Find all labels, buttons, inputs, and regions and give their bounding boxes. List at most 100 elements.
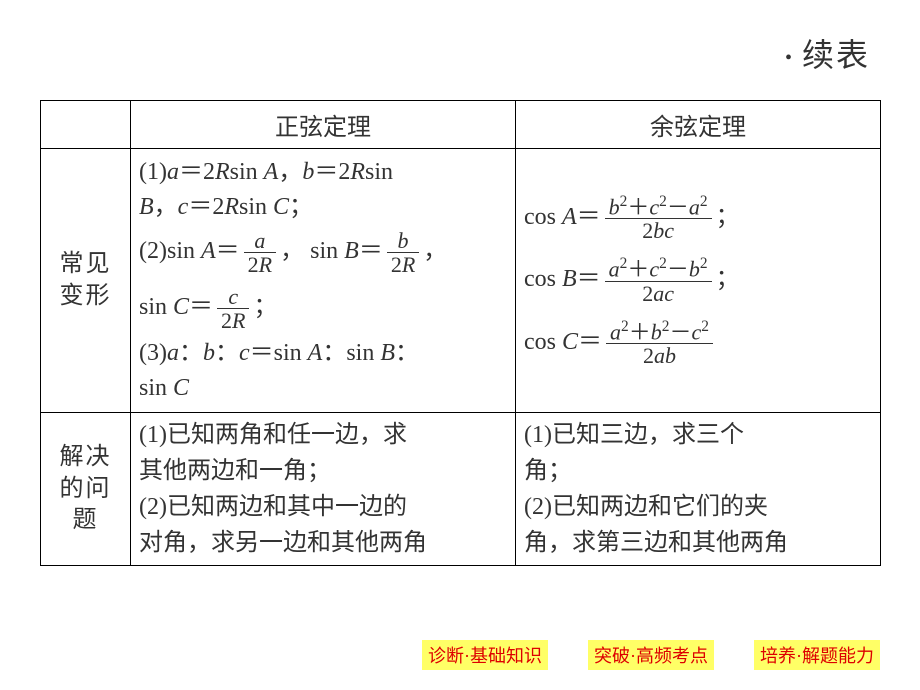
t: 2 <box>700 193 708 210</box>
t: sin <box>365 159 393 185</box>
t: R <box>215 159 230 185</box>
t: (1)已知两角和任一边，求 <box>139 422 407 448</box>
t: ＋ <box>629 319 651 344</box>
t: ， <box>423 238 447 264</box>
t: ； <box>289 194 313 220</box>
t: 2 <box>643 343 654 368</box>
t: R <box>350 159 365 185</box>
t: ； <box>716 266 740 292</box>
label-text: 的问 <box>60 476 112 502</box>
t: 2 <box>659 255 667 272</box>
t: a <box>167 159 179 185</box>
sine-line-1: (1)a＝2Rsin A，b＝2Rsin <box>139 157 507 188</box>
t: － <box>667 257 689 282</box>
sine-line-4b: sin C <box>139 373 507 404</box>
label-text: 常见 <box>60 251 112 277</box>
t: ＋ <box>627 257 649 282</box>
t: ＝ <box>578 329 602 355</box>
t: b <box>609 194 620 219</box>
t: 2 <box>621 318 629 335</box>
t: ＝ <box>189 294 213 320</box>
t: 其他两边和一角； <box>139 458 331 484</box>
t: － <box>667 194 689 219</box>
t: B <box>139 194 154 220</box>
problems-row: 解决 的问 题 (1)已知两角和任一边，求 其他两边和一角； (2)已知两边和其… <box>41 413 881 566</box>
header-row: 正弦定理 余弦定理 <box>41 101 881 149</box>
sine-line-1b: B，c＝2Rsin C； <box>139 192 507 223</box>
t: ＋ <box>627 194 649 219</box>
t: a <box>689 194 700 219</box>
t: ＝ <box>359 238 383 264</box>
bullet-icon: • <box>785 47 794 69</box>
t: ＝sin <box>250 340 308 366</box>
t: － <box>669 319 691 344</box>
sine-line-2: (2)sin A＝a2R， sin B＝b2R， <box>139 227 507 278</box>
t: ＝ <box>577 204 601 230</box>
footer-link-basics[interactable]: 诊断·基础知识 <box>422 640 548 670</box>
cosine-variations-cell: cos A＝b2＋c2－a222bcbc； cos B＝a2＋c2－b22ac；… <box>516 149 881 413</box>
t: b <box>203 340 215 366</box>
t: a <box>254 228 265 253</box>
cosine-problems-cell: (1)已知三边，求三个 角； (2)已知两边和它们的夹 角，求第三边和其他两角 <box>516 413 881 566</box>
t: ； <box>253 294 277 320</box>
t: c <box>228 284 238 309</box>
t: 2 <box>701 318 709 335</box>
t: 2 <box>391 252 402 277</box>
t: sin <box>139 294 173 320</box>
t: 2 <box>248 252 259 277</box>
t: C <box>273 194 289 220</box>
t: c <box>649 194 659 219</box>
label-text: 解决 <box>60 444 112 470</box>
t: ＝ <box>216 238 240 264</box>
t: 2 <box>642 218 653 243</box>
continued-table-caption: • 续表 <box>785 30 870 76</box>
caption-text: 续表 <box>802 37 870 73</box>
t: ＝2 <box>188 194 224 220</box>
t: sin <box>239 194 273 220</box>
t: 2 <box>642 281 653 306</box>
t: (1)已知三边，求三个 <box>524 422 744 448</box>
t: ＝ <box>577 266 601 292</box>
sine-variations-cell: (1)a＝2Rsin A，b＝2Rsin B，c＝2Rsin C； (2)sin… <box>131 149 516 413</box>
t: sin <box>139 375 173 401</box>
t: (2)已知两边和其中一边的 <box>139 494 407 520</box>
header-blank <box>41 101 131 149</box>
t: ； <box>716 204 740 230</box>
t: a <box>609 257 620 282</box>
t: cos <box>524 266 562 292</box>
t: R <box>259 252 272 277</box>
t: 2 <box>700 255 708 272</box>
t: B <box>344 238 359 264</box>
label-text: 题 <box>73 507 99 533</box>
t: ， sin <box>280 238 344 264</box>
sine-line-3: sin C＝c2R； <box>139 283 507 334</box>
label-text: 变形 <box>60 283 112 309</box>
footer-nav: 诊断·基础知识 突破·高频考点 培养·解题能力 <box>422 640 880 670</box>
footer-link-skills[interactable]: 培养·解题能力 <box>754 640 880 670</box>
t: (2)sin <box>139 238 201 264</box>
header-sine: 正弦定理 <box>131 101 516 149</box>
footer-link-hotspots[interactable]: 突破·高频考点 <box>588 640 714 670</box>
t: ： <box>215 340 239 366</box>
t: 2 <box>221 308 232 333</box>
t: 角； <box>524 458 572 484</box>
t: b <box>302 159 314 185</box>
cos-C-line: cos C＝a2＋b2－c22ab <box>524 317 872 370</box>
variations-label: 常见 变形 <box>41 149 131 413</box>
t: A <box>562 204 577 230</box>
t: ： <box>179 340 203 366</box>
t: a <box>167 340 179 366</box>
t: b <box>651 319 662 344</box>
t: C <box>562 329 578 355</box>
t: cos <box>524 204 562 230</box>
t: R <box>402 252 415 277</box>
t: ＝2 <box>179 159 215 185</box>
t: ：sin <box>322 340 380 366</box>
t: A <box>264 159 279 185</box>
t: R <box>224 194 239 220</box>
t: cos <box>524 329 562 355</box>
t: B <box>562 266 577 292</box>
t: C <box>173 375 189 401</box>
t: 2 <box>659 193 667 210</box>
t: A <box>201 238 216 264</box>
